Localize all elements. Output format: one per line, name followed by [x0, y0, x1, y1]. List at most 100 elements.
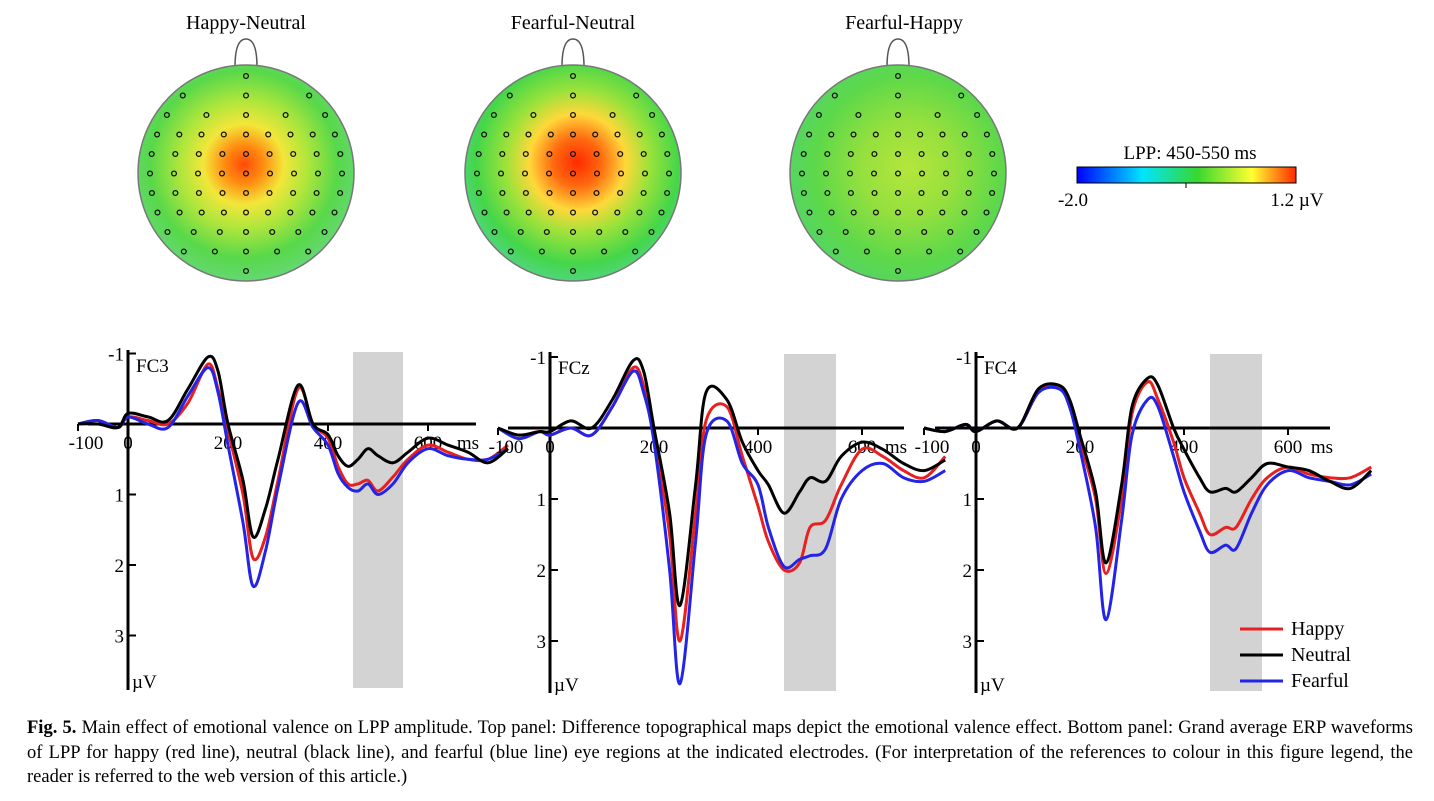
electrode-marker [545, 170, 553, 177]
electrode-marker [242, 111, 250, 119]
electrode-marker [148, 189, 155, 197]
electrode-marker [473, 170, 481, 177]
electrode-marker [596, 228, 603, 236]
electrode-marker [322, 111, 329, 119]
electrode-marker [337, 150, 344, 158]
electrode-marker [641, 170, 649, 177]
electrode-marker [664, 150, 671, 158]
electrode-marker [290, 170, 298, 177]
electrode-marker [850, 209, 857, 216]
electrode-marker [617, 170, 625, 177]
electrode-marker [194, 170, 202, 177]
electrode-marker [195, 189, 202, 197]
electrode-grid [473, 72, 673, 275]
electrode-marker [242, 189, 250, 197]
electrode-marker [569, 228, 577, 236]
electrode-marker [921, 228, 928, 236]
legend-label-neutral: Neutral [1291, 644, 1351, 666]
electrode-marker [481, 131, 488, 138]
electrode-marker [525, 209, 532, 216]
electrode-marker [917, 209, 924, 216]
y-tick-label: 3 [537, 632, 547, 653]
electrode-marker [313, 150, 320, 158]
electrode-marker [593, 189, 600, 197]
electrode-marker [499, 189, 506, 197]
y-axis-label: µV [980, 675, 1005, 696]
electrode-marker [983, 131, 990, 138]
electrode-marker [497, 170, 505, 177]
electrode-marker [211, 248, 218, 255]
electrode-marker [195, 150, 202, 158]
y-tick-label: -1 [956, 348, 972, 369]
y-tick-label: -1 [530, 348, 546, 369]
electrode-marker [855, 111, 862, 119]
electrode-marker [617, 150, 624, 158]
electrode-marker [966, 170, 974, 177]
electrode-marker [538, 248, 545, 255]
electrode-marker [918, 189, 925, 197]
electrode-marker [543, 228, 550, 236]
electrode-marker [847, 150, 854, 158]
electrode-marker [338, 170, 346, 177]
electrode-marker [198, 209, 205, 216]
electrode-marker [636, 209, 643, 216]
electrode-marker [990, 170, 998, 177]
electrode-marker [242, 150, 250, 158]
electrode-marker [828, 209, 835, 216]
electrode-marker [321, 228, 328, 236]
electrode-marker [265, 131, 272, 138]
caption-text: Main effect of emotional valence on LPP … [27, 718, 1413, 787]
electrode-title: FCz [558, 358, 590, 379]
electrode-marker [983, 209, 990, 216]
electrode-marker [664, 189, 671, 197]
electrode-marker [816, 228, 823, 236]
electrode-marker [331, 209, 338, 216]
electrode-marker [490, 111, 497, 119]
electrode-marker [850, 131, 857, 138]
electrode-marker [658, 131, 665, 138]
electrode-marker [569, 111, 577, 119]
electrode-marker [546, 150, 553, 158]
electrode-marker [530, 111, 537, 119]
electrode-marker [274, 248, 281, 255]
electrode-marker [947, 228, 954, 236]
electrode-marker [658, 209, 665, 216]
colorbar-gradient [1076, 166, 1297, 184]
electrode-marker [314, 170, 322, 177]
electrode-marker [815, 111, 822, 119]
electrode-marker [179, 92, 186, 99]
y-tick-label: -1 [108, 345, 124, 366]
topomap-title-fearful-happy: Fearful-Happy [845, 12, 963, 34]
electrode-marker [569, 92, 577, 99]
y-tick-label: 3 [115, 627, 125, 648]
electrode-marker [973, 228, 980, 236]
electrode-marker [648, 228, 655, 236]
electrode-marker [475, 150, 482, 158]
electrode-marker [863, 248, 870, 255]
scalp-surface [464, 64, 682, 282]
electrode-marker [146, 170, 154, 177]
topomap-happy-neutral [137, 38, 355, 282]
time-window-highlight [353, 352, 403, 688]
electrode-marker [491, 228, 498, 236]
electrode-marker [190, 228, 197, 236]
electrode-marker [148, 150, 155, 158]
electrode-marker [331, 131, 338, 138]
electrode-marker [154, 209, 161, 216]
electrode-marker [894, 150, 902, 158]
waveform-fearful [77, 366, 509, 589]
electrode-marker [593, 150, 600, 158]
electrode-marker [309, 131, 316, 138]
electrode-marker [592, 131, 599, 138]
electrode-marker [989, 150, 996, 158]
y-tick-label: 2 [963, 561, 973, 582]
electrode-marker [894, 209, 902, 216]
electrode-marker [824, 189, 831, 197]
waveform-neutral [77, 354, 509, 539]
electrode-marker [265, 209, 272, 216]
electrode-marker [547, 209, 554, 216]
electrode-marker [665, 170, 673, 177]
electrode-marker [522, 150, 529, 158]
electrode-marker [934, 111, 941, 119]
